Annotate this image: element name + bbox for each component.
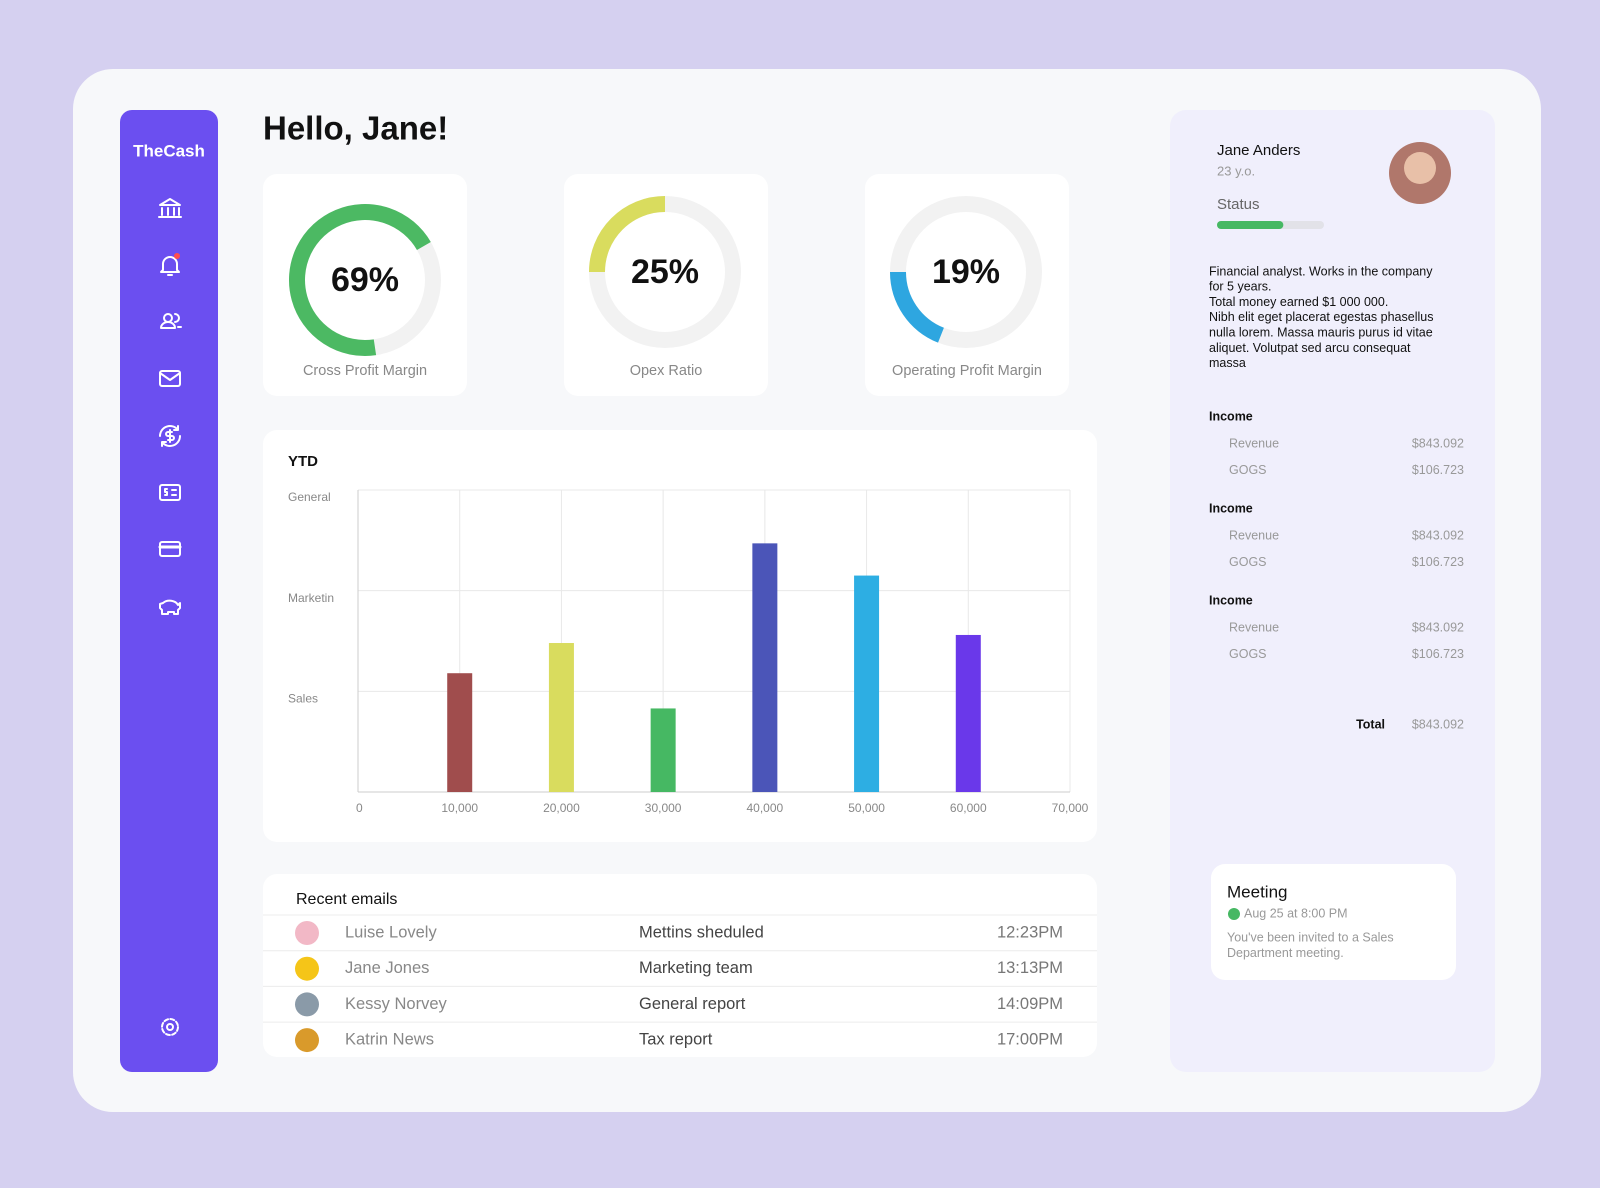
status-label: Status bbox=[1217, 196, 1260, 213]
emails-title: Recent emails bbox=[296, 891, 397, 908]
bar bbox=[854, 575, 880, 792]
email-time: 13:13PM bbox=[997, 959, 1063, 977]
meeting-text: You've been invited to a Sales bbox=[1227, 930, 1394, 944]
status-bar bbox=[1217, 221, 1284, 229]
description-line: Total money earned $1 000 000. bbox=[1209, 295, 1388, 309]
income-label: Revenue bbox=[1229, 436, 1279, 450]
donut-label: Cross Profit Margin bbox=[303, 363, 427, 379]
donut-value: 69% bbox=[331, 261, 399, 299]
profile-panel bbox=[1170, 110, 1495, 1072]
email-time: 14:09PM bbox=[997, 995, 1063, 1013]
email-avatar bbox=[295, 956, 319, 981]
x-tick-label: 20,000 bbox=[543, 801, 580, 815]
x-tick-label: 30,000 bbox=[645, 801, 682, 815]
income-label: GOGS bbox=[1229, 555, 1267, 569]
donut-arc bbox=[890, 271, 945, 343]
bar bbox=[752, 543, 778, 792]
email-subject: Marketing team bbox=[639, 959, 753, 977]
y-tick-label: Marketin bbox=[288, 591, 334, 605]
mail-icon[interactable] bbox=[159, 370, 181, 387]
email-subject: General report bbox=[639, 995, 746, 1013]
x-tick-label: 40,000 bbox=[747, 801, 784, 815]
income-label: Revenue bbox=[1229, 620, 1279, 634]
email-name: Jane Jones bbox=[345, 959, 429, 977]
donut-value: 19% bbox=[932, 253, 1000, 291]
donut-label: Operating Profit Margin bbox=[892, 363, 1042, 379]
income-title: Income bbox=[1209, 501, 1253, 515]
nav-icons bbox=[158, 198, 182, 1036]
chart-title: YTD bbox=[288, 453, 318, 470]
total-label: Total bbox=[1356, 717, 1385, 731]
bar bbox=[955, 634, 981, 792]
x-tick-label: 50,000 bbox=[848, 801, 885, 815]
total-value: $843.092 bbox=[1412, 717, 1464, 731]
income-label: GOGS bbox=[1229, 647, 1267, 661]
income-value: $843.092 bbox=[1412, 436, 1464, 450]
income-value: $106.723 bbox=[1412, 555, 1464, 569]
bar bbox=[650, 708, 676, 792]
description-line: Nibh elit eget placerat egestas phasellu… bbox=[1209, 310, 1433, 324]
email-name: Luise Lovely bbox=[345, 923, 437, 941]
email-time: 17:00PM bbox=[997, 1030, 1063, 1048]
donut-value: 25% bbox=[631, 253, 699, 291]
bell-icon[interactable] bbox=[160, 253, 180, 276]
brand: TheCash bbox=[133, 141, 205, 160]
piggy-icon[interactable] bbox=[159, 599, 181, 615]
bar bbox=[447, 673, 473, 792]
income-title: Income bbox=[1209, 593, 1253, 607]
description-line: aliquet. Volutpat sed arcu consequat bbox=[1209, 341, 1411, 355]
email-name: Katrin News bbox=[345, 1030, 434, 1048]
meeting-date: Aug 25 at 8:00 PM bbox=[1244, 906, 1348, 920]
x-tick-label: 60,000 bbox=[950, 801, 987, 815]
description-line: Financial analyst. Works in the company bbox=[1209, 264, 1433, 278]
exchange-icon[interactable] bbox=[159, 425, 181, 447]
cash-icon[interactable] bbox=[159, 484, 181, 501]
profile-name: Jane Anders bbox=[1217, 142, 1300, 159]
sidebar bbox=[120, 110, 218, 1072]
description-line: for 5 years. bbox=[1209, 280, 1272, 294]
email-subject: Mettins sheduled bbox=[639, 923, 764, 941]
card-icon[interactable] bbox=[158, 541, 182, 557]
x-tick-label: 0 bbox=[356, 801, 363, 815]
email-avatar bbox=[295, 992, 319, 1017]
description-line: nulla lorem. Massa mauris purus id vitae bbox=[1209, 325, 1433, 339]
donut-arc bbox=[589, 196, 666, 273]
profile-age: 23 y.o. bbox=[1217, 163, 1255, 178]
income-title: Income bbox=[1209, 409, 1253, 423]
meeting-dot bbox=[1228, 908, 1240, 920]
income-value: $106.723 bbox=[1412, 463, 1464, 477]
bank-icon[interactable] bbox=[158, 198, 182, 218]
x-tick-label: 70,000 bbox=[1052, 801, 1089, 815]
y-tick-label: General bbox=[288, 490, 331, 504]
email-time: 12:23PM bbox=[997, 923, 1063, 941]
meeting-text: Department meeting. bbox=[1227, 946, 1344, 960]
email-avatar bbox=[295, 1028, 319, 1053]
donut-label: Opex Ratio bbox=[630, 363, 703, 379]
x-tick-label: 10,000 bbox=[441, 801, 478, 815]
y-tick-label: Sales bbox=[288, 692, 318, 706]
meeting-card bbox=[1211, 864, 1456, 980]
users-icon[interactable] bbox=[160, 313, 182, 329]
meeting-title: Meeting bbox=[1227, 882, 1287, 901]
profile-avatar-face bbox=[1404, 152, 1436, 184]
emails-card bbox=[263, 874, 1097, 1057]
bar bbox=[548, 643, 574, 792]
donut-arc bbox=[289, 204, 431, 356]
income-value: $106.723 bbox=[1412, 647, 1464, 661]
income-label: GOGS bbox=[1229, 463, 1267, 477]
income-label: Revenue bbox=[1229, 528, 1279, 542]
email-subject: Tax report bbox=[639, 1030, 713, 1048]
settings-icon[interactable] bbox=[161, 1018, 179, 1036]
email-avatar bbox=[295, 921, 319, 945]
email-name: Kessy Norvey bbox=[345, 995, 448, 1013]
greeting: Hello, Jane! bbox=[263, 110, 448, 147]
income-value: $843.092 bbox=[1412, 528, 1464, 542]
description-line: massa bbox=[1209, 356, 1246, 370]
income-value: $843.092 bbox=[1412, 620, 1464, 634]
